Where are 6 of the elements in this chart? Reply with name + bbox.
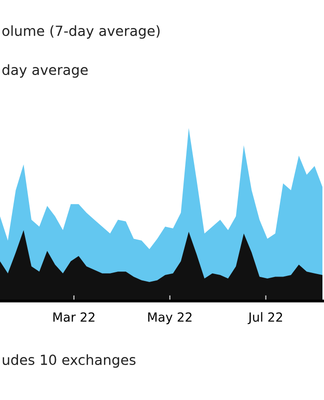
chart-title: olume (7-day average) xyxy=(2,25,160,39)
x-tick-label: Mar 22 xyxy=(53,312,94,322)
x-tick-label: Jul 22 xyxy=(248,312,282,324)
text: day average xyxy=(2,64,88,78)
text: udes 10 exchanges xyxy=(2,354,136,368)
x-tick-label: May 22 xyxy=(148,312,192,324)
